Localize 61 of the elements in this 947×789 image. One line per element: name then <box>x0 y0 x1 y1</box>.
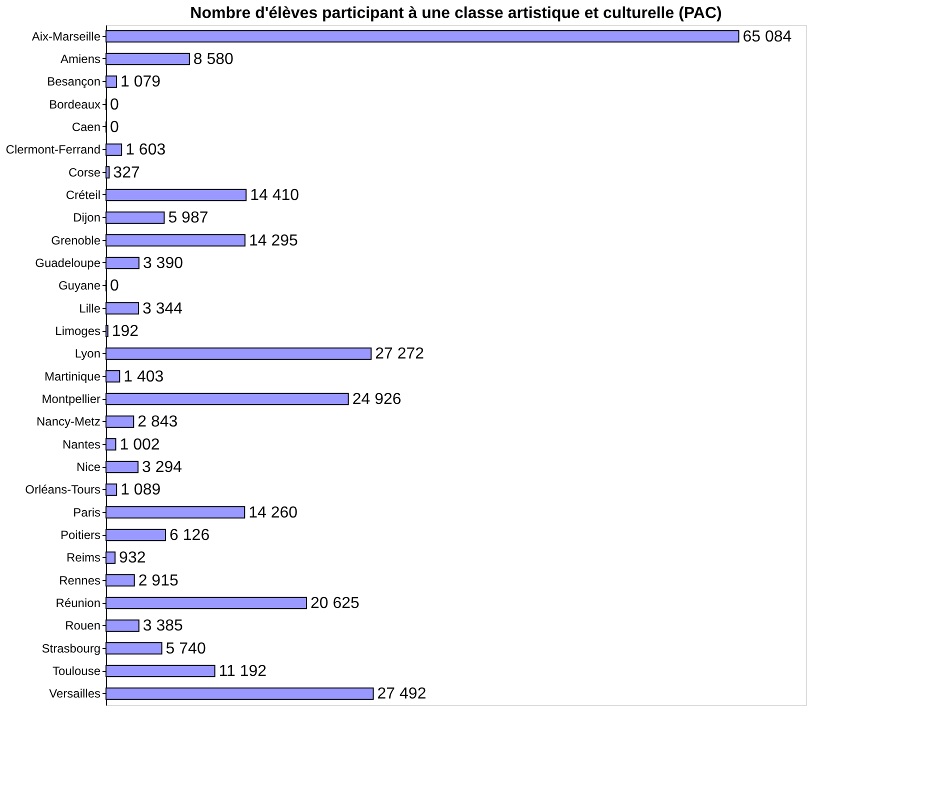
y-tick-label: Montpellier <box>42 392 100 406</box>
data-label: 192 <box>112 323 139 340</box>
data-label: 27 272 <box>375 346 424 363</box>
data-label: 20 625 <box>310 595 360 612</box>
data-label: 1 403 <box>124 368 164 386</box>
y-tick-label: Créteil <box>66 188 100 202</box>
data-label: 5 987 <box>168 210 208 227</box>
y-tick-label: Limoges <box>55 324 100 338</box>
data-label: 14 410 <box>250 187 300 204</box>
y-tick-label: Corse <box>68 165 101 180</box>
data-label: 1 002 <box>120 436 160 454</box>
y-tick-label: Toulouse <box>52 664 101 678</box>
data-label: 1 079 <box>120 74 161 91</box>
data-label: 14 295 <box>248 232 298 250</box>
y-tick-label: Reims <box>66 550 100 565</box>
data-label: 0 <box>110 278 119 295</box>
y-tick-label: Amiens <box>60 52 100 66</box>
y-tick-label: Rennes <box>59 573 100 588</box>
y-tick-label: Bordeaux <box>49 97 100 112</box>
data-label: 11 192 <box>218 663 267 680</box>
y-tick-label: Rouen <box>65 618 100 633</box>
data-label: 0 <box>110 96 119 114</box>
y-tick-label: Versailles <box>49 686 100 701</box>
data-label: 3 390 <box>142 255 184 272</box>
y-tick-label: Poitiers <box>60 528 100 542</box>
y-tick-label: Guadeloupe <box>35 256 101 270</box>
data-label: 65 084 <box>742 28 792 46</box>
data-label: 3 344 <box>142 300 183 318</box>
data-label: 2 915 <box>138 572 178 590</box>
data-label: 1 089 <box>120 482 161 499</box>
y-tick-label: Strasbourg <box>42 641 100 656</box>
y-tick-label: Caen <box>72 120 100 134</box>
y-tick-label: Réunion <box>56 596 100 610</box>
data-label: 6 126 <box>170 527 210 544</box>
y-tick-label: Lyon <box>74 346 100 361</box>
y-tick-label: Aix-Marseille <box>32 29 101 44</box>
y-tick-label: Clermont-Ferrand <box>6 142 100 157</box>
data-label: 5 740 <box>166 640 206 658</box>
data-label: 2 843 <box>138 414 178 431</box>
data-label: 932 <box>119 550 146 567</box>
data-label: 1 603 <box>126 142 166 159</box>
y-tick-label: Dijon <box>73 210 100 225</box>
chart-title: Nombre d'élèves participant à une classe artistique et culturelle (PAC) <box>190 5 722 22</box>
y-tick-label: Grenoble <box>51 233 101 248</box>
y-tick-label: Nantes <box>62 437 100 452</box>
data-label: 3 294 <box>142 459 182 476</box>
y-tick-label: Paris <box>73 505 100 520</box>
data-label: 14 260 <box>248 504 298 522</box>
y-tick-label: Orléans-Tours <box>25 482 100 497</box>
data-label: 0 <box>110 119 119 136</box>
y-tick-label: Nancy-Metz <box>36 414 100 429</box>
data-label: 3 385 <box>142 618 184 635</box>
y-tick-label: Martinique <box>44 369 101 384</box>
y-tick-label: Guyane <box>58 278 101 293</box>
y-tick-label: Besançon <box>47 74 100 89</box>
data-label: 24 926 <box>352 391 402 408</box>
data-label: 8 580 <box>193 51 234 68</box>
y-tick-label: Lille <box>79 301 101 316</box>
y-tick-label: Nice <box>76 460 101 474</box>
data-label: 327 <box>113 164 140 182</box>
data-label: 27 492 <box>377 686 426 703</box>
